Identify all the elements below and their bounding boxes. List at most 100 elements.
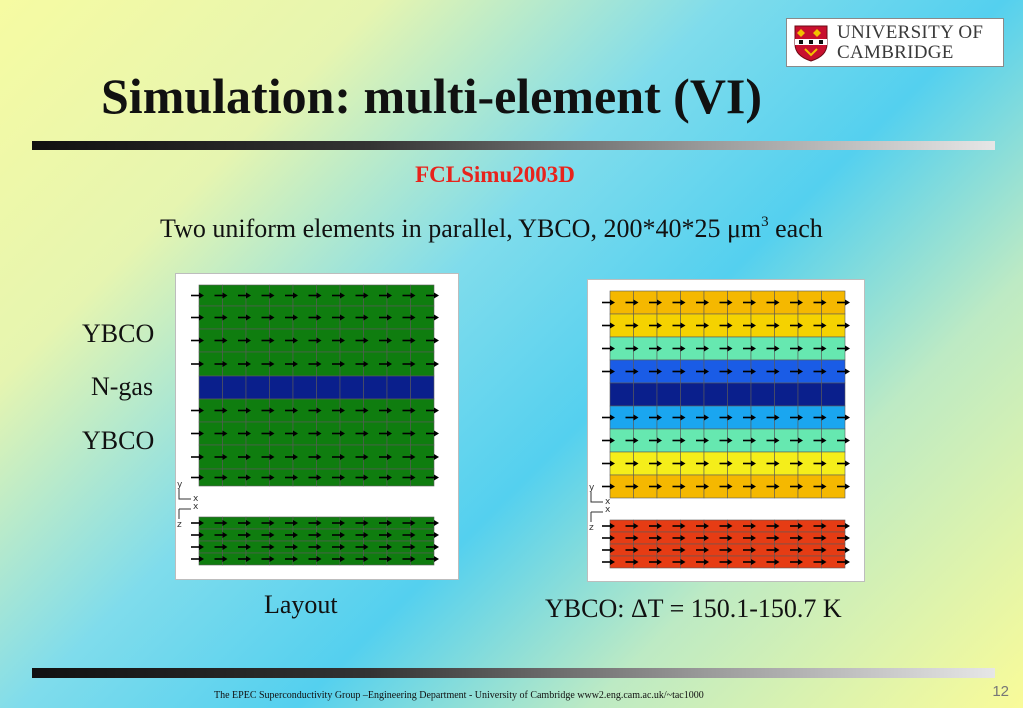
arrowhead-icon xyxy=(704,523,709,529)
arrowhead-icon xyxy=(340,544,345,550)
arrowhead-icon xyxy=(798,460,803,467)
arrowhead-icon xyxy=(434,532,439,538)
arrowhead-icon xyxy=(363,430,369,437)
arrowhead-icon xyxy=(774,368,780,375)
arrowhead-icon xyxy=(727,547,733,553)
arrowhead-icon xyxy=(410,520,416,526)
arrowhead-icon xyxy=(774,523,780,529)
arrowhead-icon xyxy=(727,414,733,421)
arrowhead-icon xyxy=(704,322,709,329)
arrowhead-icon xyxy=(246,544,251,550)
arrowhead-icon xyxy=(222,337,228,344)
arrowhead-icon xyxy=(363,314,369,321)
grid-cell xyxy=(339,375,364,400)
arrowhead-icon xyxy=(410,407,416,414)
arrowhead-icon xyxy=(633,299,639,306)
arrowhead-icon xyxy=(751,535,756,541)
arrowhead-icon xyxy=(246,407,251,414)
arrowhead-icon xyxy=(751,368,756,375)
arrowhead-icon xyxy=(387,314,392,321)
arrowhead-icon xyxy=(434,556,439,562)
arrowhead-icon xyxy=(316,337,322,344)
arrowhead-icon xyxy=(774,547,780,553)
bottom-divider xyxy=(32,668,995,678)
layout-caption: Layout xyxy=(264,590,338,619)
arrowhead-icon xyxy=(199,314,204,321)
arrowhead-icon xyxy=(751,523,756,529)
arrowhead-icon xyxy=(727,368,733,375)
logo-text: UNIVERSITY OF CAMBRIDGE xyxy=(837,21,984,63)
grid-cell xyxy=(316,375,341,400)
logo-line-1: UNIVERSITY OF xyxy=(837,21,984,43)
axis-label-z: z xyxy=(177,520,182,530)
arrowhead-icon xyxy=(222,532,228,538)
arrowhead-icon xyxy=(199,454,204,460)
arrowhead-icon xyxy=(774,535,780,541)
logo-line-2: CAMBRIDGE xyxy=(837,41,954,63)
arrowhead-icon xyxy=(610,483,615,490)
arrowhead-icon xyxy=(657,368,662,375)
arrowhead-icon xyxy=(774,559,780,565)
arrowhead-icon xyxy=(316,520,322,526)
arrowhead-icon xyxy=(387,532,392,538)
arrowhead-icon xyxy=(798,299,803,306)
arrowhead-icon xyxy=(680,345,686,352)
grid-cell xyxy=(410,375,435,400)
arrowhead-icon xyxy=(387,454,392,460)
arrowhead-icon xyxy=(316,454,322,460)
arrowhead-icon xyxy=(269,314,275,321)
arrowhead-icon xyxy=(246,361,251,367)
arrowhead-icon xyxy=(363,556,369,562)
arrowhead-icon xyxy=(610,345,615,352)
arrowhead-icon xyxy=(363,361,369,367)
arrowhead-icon xyxy=(340,454,345,460)
arrowhead-icon xyxy=(316,532,322,538)
arrowhead-icon xyxy=(410,556,416,562)
arrowhead-icon xyxy=(363,407,369,414)
arrowhead-icon xyxy=(410,454,416,460)
arrowhead-icon xyxy=(363,520,369,526)
arrowhead-icon xyxy=(798,414,803,421)
arrowhead-icon xyxy=(199,337,204,344)
arrowhead-icon xyxy=(434,544,439,550)
grid-cell xyxy=(245,375,270,400)
axis-xz-icon xyxy=(178,508,191,519)
label-ybco-top: YBCO xyxy=(82,319,155,348)
arrowhead-icon xyxy=(434,292,439,299)
arrowhead-icon xyxy=(269,337,275,344)
arrowhead-icon xyxy=(821,460,827,467)
grid-cell xyxy=(198,375,223,400)
crest-icon xyxy=(794,25,828,62)
arrowhead-icon xyxy=(434,337,439,344)
arrowhead-icon xyxy=(774,437,780,444)
arrowhead-icon xyxy=(269,292,275,299)
arrowhead-icon xyxy=(704,559,709,565)
arrowhead-icon xyxy=(222,314,228,321)
arrowhead-icon xyxy=(199,520,204,526)
arrowhead-icon xyxy=(751,460,756,467)
slide-subtitle: FCLSimu2003D xyxy=(415,162,575,187)
arrowhead-icon xyxy=(363,292,369,299)
arrowhead-icon xyxy=(821,414,827,421)
axis-yx-icon xyxy=(590,492,603,503)
arrowhead-icon xyxy=(434,361,439,367)
arrowhead-icon xyxy=(704,414,709,421)
arrowhead-icon xyxy=(387,520,392,526)
arrowhead-icon xyxy=(727,460,733,467)
arrowhead-icon xyxy=(704,299,709,306)
arrowhead-icon xyxy=(246,292,251,299)
arrowhead-icon xyxy=(633,483,639,490)
arrowhead-icon xyxy=(410,544,416,550)
arrowhead-icon xyxy=(680,299,686,306)
description: Two uniform elements in parallel, YBCO, … xyxy=(160,214,823,244)
arrowhead-icon xyxy=(269,430,275,437)
arrowhead-icon xyxy=(246,337,251,344)
arrowhead-icon xyxy=(340,532,345,538)
arrowhead-icon xyxy=(845,547,850,553)
arrowhead-icon xyxy=(340,292,345,299)
description-superscript: 3 xyxy=(761,214,769,230)
grid-cell xyxy=(750,382,775,407)
axis-label-x: x xyxy=(605,497,611,507)
arrowhead-icon xyxy=(222,407,228,414)
